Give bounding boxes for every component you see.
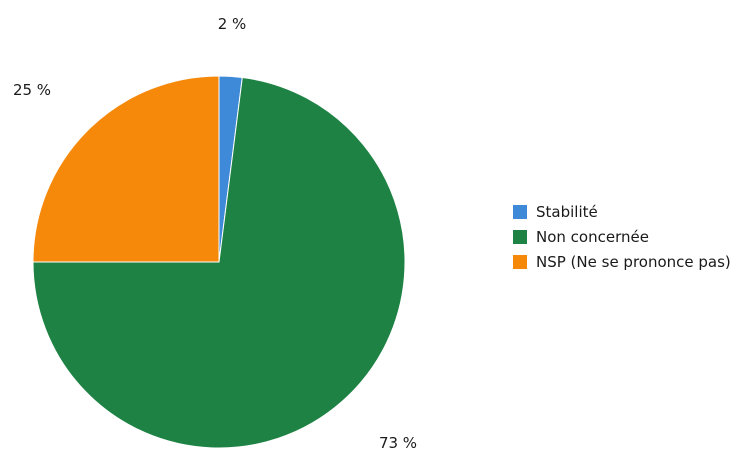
legend-item-nsp: NSP (Ne se prononce pas) (513, 249, 741, 274)
legend-item-non-concernee: Non concernée (513, 224, 741, 249)
pie-slice-nsp (32, 75, 220, 263)
legend-swatch-non-concernee (513, 229, 527, 244)
data-label-stabilite: 2 % (218, 15, 247, 33)
data-label-nsp: 25 % (13, 81, 51, 99)
legend: Stabilité Non concernée NSP (Ne se prono… (513, 199, 741, 274)
legend-label-nsp: NSP (Ne se prononce pas) (536, 252, 731, 271)
data-label-non-concernee: 73 % (379, 434, 417, 452)
legend-item-stabilite: Stabilité (513, 199, 741, 224)
legend-label-stabilite: Stabilité (536, 202, 598, 221)
legend-swatch-stabilite (513, 204, 527, 219)
legend-swatch-nsp (513, 254, 527, 269)
legend-label-non-concernee: Non concernée (536, 227, 649, 246)
pie-slice-non-concernee (32, 76, 406, 449)
pie-slices (32, 75, 406, 449)
